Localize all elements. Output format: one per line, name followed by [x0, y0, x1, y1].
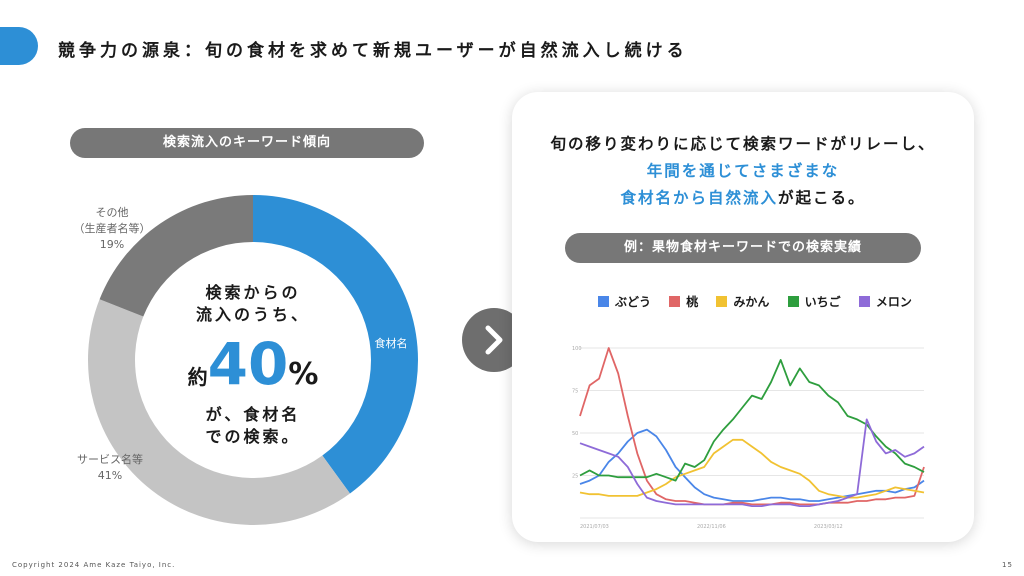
- series-line-ぶどう: [579, 428, 925, 502]
- service-segment-label: サービス名等 41%: [77, 453, 143, 482]
- keyword-donut-chart: [88, 195, 418, 525]
- y-tick-label: 100: [572, 346, 582, 352]
- y-tick-label: 75: [572, 389, 578, 395]
- page-title: 競争力の源泉：旬の食材を求めて新規ユーザーが自然流入し続ける: [58, 41, 688, 61]
- y-tick-label: 25: [572, 474, 578, 480]
- example-card: 旬の移り変わりに応じて検索ワードがリレーし、 年間を通じてさまざまな 食材名から…: [512, 92, 974, 542]
- series-line-いちご: [579, 358, 925, 482]
- donut-center-text-top: 検索からの 流入のうち、: [195, 283, 310, 324]
- fruit-search-line-chart: 100 75 50 25 2021/07/03 2022/11/06 2023/03/12: [572, 346, 925, 530]
- x-tick-label: 2022/11/06: [697, 524, 726, 530]
- card-headline-line3: 食材名から自然流入が起こる。: [620, 189, 866, 207]
- card-headline-line2: 年間を通じてさまざまな: [646, 162, 840, 180]
- series-line-みかん: [579, 438, 925, 499]
- card-headline-line1: 旬の移り変わりに応じて検索ワードがリレーし、: [550, 135, 936, 153]
- legend-item-mikan: みかん: [716, 293, 769, 310]
- keyword-trend-pill: 検索流入のキーワード傾向: [70, 128, 424, 158]
- donut-slice: [253, 195, 418, 494]
- legend-item-melon: メロン: [858, 293, 912, 310]
- series-line-メロン: [579, 418, 925, 508]
- series-line-桃: [579, 347, 925, 506]
- other-segment-label: その他 （生産者名等） 19%: [73, 206, 151, 251]
- x-tick-label: 2023/03/12: [814, 524, 843, 530]
- donut-center-percent: 約40%: [187, 330, 319, 398]
- chevron-right-icon: [485, 325, 503, 355]
- title-accent-bar: [0, 27, 38, 65]
- page-number: 15: [1002, 561, 1013, 569]
- donut-slice: [88, 299, 350, 525]
- fruit-example-pill: 例：果物食材キーワードでの検索実績: [565, 233, 921, 263]
- food-segment-label: 食材名: [374, 337, 408, 350]
- x-tick-label: 2021/07/03: [580, 524, 609, 530]
- legend-item-budou: ぶどう: [598, 293, 651, 310]
- y-tick-label: 50: [572, 431, 578, 437]
- chart-legend: ぶどう 桃 みかん いちご メロン: [598, 293, 926, 310]
- donut-slice: [99, 195, 253, 317]
- copyright-text: Copyright 2024 Ame Kaze Taiyo, Inc.: [12, 561, 176, 569]
- donut-center-text-bottom: が、食材名 での検索。: [205, 405, 301, 446]
- legend-item-momo: 桃: [669, 293, 698, 310]
- legend-item-ichigo: いちご: [787, 293, 841, 310]
